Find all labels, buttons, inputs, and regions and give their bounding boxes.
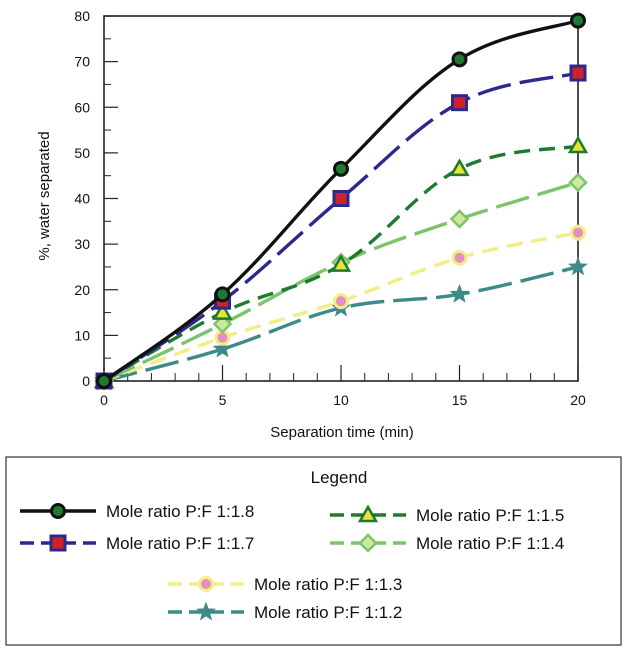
marker-shape xyxy=(198,576,214,592)
x-axis-label: Separation time (min) xyxy=(270,424,413,441)
marker-shape xyxy=(212,338,233,358)
marker-shape xyxy=(451,94,468,112)
x-tick-label: 15 xyxy=(452,392,468,408)
x-tick-label: 10 xyxy=(333,392,349,408)
x-tick-label: 5 xyxy=(219,392,227,408)
y-tick-label: 60 xyxy=(74,99,90,115)
legend-item-2: Mole ratio P:F 1:1.7 xyxy=(20,534,254,553)
data-point xyxy=(569,64,587,82)
marker-shape xyxy=(449,283,470,303)
marker-shape xyxy=(330,254,352,272)
legend-label: Mole ratio P:F 1:1.7 xyxy=(106,534,254,553)
y-tick-label: 80 xyxy=(74,8,90,24)
legend-label: Mole ratio P:F 1:1.2 xyxy=(254,603,402,622)
y-tick-label: 10 xyxy=(74,327,90,343)
data-point xyxy=(568,256,588,276)
marker-shape xyxy=(49,534,67,552)
data-point xyxy=(212,338,233,358)
data-point xyxy=(568,172,588,193)
y-tick-label: 0 xyxy=(82,373,90,389)
marker-shape xyxy=(570,224,586,241)
data-point xyxy=(96,373,112,389)
marker-shape xyxy=(333,160,349,177)
marker-shape xyxy=(212,314,233,334)
legend-marker xyxy=(358,533,378,553)
data-point xyxy=(332,190,350,207)
marker-shape xyxy=(357,504,379,523)
series-line xyxy=(103,265,579,383)
marker-shape xyxy=(333,293,349,310)
data-point xyxy=(330,254,352,272)
marker-shape xyxy=(332,190,350,207)
marker-shape xyxy=(451,249,468,266)
marker-shape xyxy=(569,64,587,82)
legend-marker xyxy=(357,504,379,523)
data-point xyxy=(451,51,468,68)
y-tick-label: 40 xyxy=(74,191,90,207)
data-point xyxy=(449,209,470,229)
legend-label: Mole ratio P:F 1:1.4 xyxy=(416,534,564,553)
legend-label: Mole ratio P:F 1:1.5 xyxy=(416,506,564,525)
legend-marker xyxy=(49,534,67,552)
data-point xyxy=(212,302,233,320)
series-line xyxy=(103,180,579,383)
legend-marker xyxy=(198,576,214,592)
legend-item-5: Mole ratio P:F 1:1.3 xyxy=(168,575,402,594)
series-1 xyxy=(96,12,586,389)
data-point xyxy=(567,135,589,154)
data-point xyxy=(212,314,233,334)
x-tick-label: 20 xyxy=(570,392,586,408)
data-point xyxy=(333,160,349,177)
marker-shape xyxy=(568,172,588,193)
legend-title: Legend xyxy=(311,468,368,487)
marker-shape xyxy=(214,286,231,303)
legend-item-6: Mole ratio P:F 1:1.2 xyxy=(168,601,402,622)
marker-shape xyxy=(449,158,470,177)
x-tick-label: 0 xyxy=(100,392,108,408)
data-point xyxy=(451,94,468,112)
data-point xyxy=(570,12,586,29)
y-tick-label: 50 xyxy=(74,145,90,161)
marker-shape xyxy=(451,51,468,68)
marker-shape xyxy=(567,135,589,154)
legend-item-4: Mole ratio P:F 1:1.4 xyxy=(330,533,564,553)
data-point xyxy=(449,283,470,303)
legend: Legend Mole ratio P:F 1:1.8 Mole ratio P:… xyxy=(5,456,622,646)
marker-shape xyxy=(212,302,233,320)
data-point xyxy=(451,249,468,266)
marker-shape xyxy=(568,256,588,276)
marker-shape xyxy=(570,12,586,29)
marker-shape xyxy=(96,373,112,389)
legend-marker xyxy=(50,503,66,519)
series-line xyxy=(103,71,579,383)
data-point xyxy=(333,293,349,310)
data-point xyxy=(449,158,470,177)
marker-shape xyxy=(358,533,378,553)
plot-area: 0 10 20 30 40 50 60 70 80 0 5 10 15 20 xyxy=(74,8,589,408)
legend-item-3: Mole ratio P:F 1:1.5 xyxy=(330,504,564,525)
legend-box xyxy=(5,456,622,646)
marker-shape xyxy=(449,209,470,229)
y-tick-label: 20 xyxy=(74,282,90,298)
y-tick-label: 70 xyxy=(74,54,90,70)
legend-label: Mole ratio P:F 1:1.8 xyxy=(106,502,254,521)
legend-item-1: Mole ratio P:F 1:1.8 xyxy=(20,502,254,521)
y-tick-label: 30 xyxy=(74,236,90,252)
y-axis-label: %, water separated xyxy=(36,131,53,260)
marker-shape xyxy=(196,601,216,621)
data-point xyxy=(570,224,586,241)
marker-shape xyxy=(50,503,66,519)
legend-label: Mole ratio P:F 1:1.3 xyxy=(254,575,402,594)
data-point xyxy=(214,286,231,303)
legend-marker xyxy=(196,601,216,621)
